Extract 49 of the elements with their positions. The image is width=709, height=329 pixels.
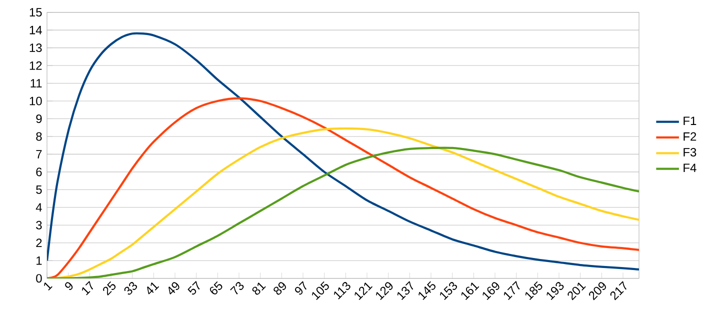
- y-tick-label: 7: [36, 150, 42, 158]
- y-tick-label: 12: [30, 61, 42, 70]
- y-tick-label: 10: [30, 96, 42, 106]
- y-tick-label: 6: [36, 168, 42, 176]
- x-tick-label: 137: [397, 281, 414, 300]
- x-tick-label: 193: [546, 282, 564, 300]
- x-tick-label: 209: [588, 282, 606, 300]
- x-tick-label: 129: [376, 282, 393, 300]
- x-tick-label: 121: [354, 282, 373, 300]
- x-tick-label: 169: [482, 282, 500, 300]
- legend-label: F3: [684, 148, 696, 157]
- y-tick-label: 8: [36, 132, 42, 141]
- x-tick-label: 161: [461, 282, 480, 300]
- x-tick-label: 201: [568, 282, 586, 300]
- y-tick-label: 13: [30, 44, 42, 52]
- legend-label: F1: [684, 116, 696, 125]
- y-tick-label: 4: [36, 203, 42, 212]
- x-tick-label: 217: [610, 281, 627, 300]
- x-tick-label: 49: [168, 282, 180, 294]
- legend-label: F2: [684, 132, 696, 141]
- y-tick-label: 0: [36, 274, 42, 283]
- x-tick-label: 73: [230, 282, 244, 294]
- x-tick-label: 57: [188, 281, 200, 295]
- legend-label: F4: [684, 164, 696, 172]
- x-tick-label: 81: [252, 282, 266, 295]
- x-tick-label: 33: [124, 282, 138, 295]
- x-tick-label: 89: [274, 282, 286, 295]
- y-tick-label: 14: [30, 26, 42, 34]
- y-tick-label: 3: [36, 220, 42, 230]
- y-tick-label: 5: [36, 185, 42, 194]
- x-tick-label: 105: [312, 281, 329, 300]
- x-tick-label: 65: [210, 281, 222, 294]
- x-tick-label: 25: [103, 281, 116, 296]
- y-tick-label: 2: [36, 238, 42, 248]
- y-tick-label: 15: [30, 8, 42, 17]
- x-tick-label: 113: [334, 282, 350, 300]
- x-tick-label: 97: [294, 281, 307, 295]
- x-tick-label: 41: [147, 282, 160, 294]
- x-tick-label: 9: [65, 282, 73, 290]
- x-tick-label: 153: [440, 282, 458, 300]
- y-tick-label: 1: [36, 256, 42, 265]
- x-tick-label: 145: [418, 281, 436, 300]
- x-tick-label: 185: [525, 281, 542, 300]
- y-tick-label: 9: [36, 114, 42, 123]
- y-tick-label: 11: [30, 79, 42, 88]
- x-tick-label: 177: [504, 281, 520, 300]
- x-tick-label: 17: [82, 281, 94, 296]
- x-tick-label: 1: [44, 282, 52, 291]
- line-series: [47, 32, 640, 271]
